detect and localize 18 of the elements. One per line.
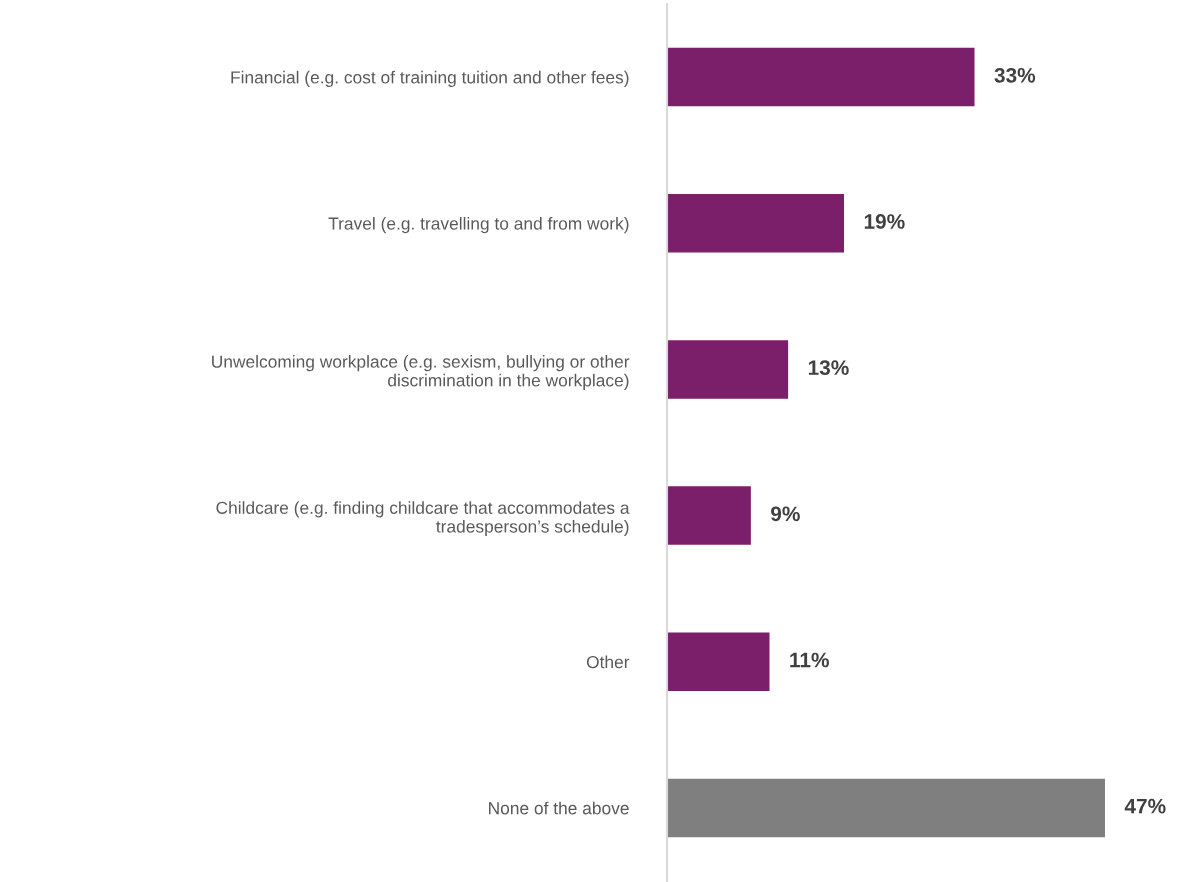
data-label: 33% [994, 67, 1036, 83]
data-label: 11% [790, 652, 829, 668]
y-tick-label: Childcare (e.g. finding childcare that accommodates a tradesperson’s schedule) [216, 501, 630, 537]
bar [667, 486, 751, 545]
data-label: 13% [808, 360, 849, 376]
bar [667, 632, 770, 691]
y-tick-label: Unwelcoming workplace (e.g. sexism, bullying or other discrimination in the workplace) [212, 355, 630, 390]
data-label: 47% [1124, 798, 1166, 814]
y-tick-label: None of the above [489, 801, 629, 815]
bar [667, 47, 975, 107]
data-label: 9% [771, 506, 800, 522]
bar [667, 778, 1105, 838]
y-tick-label: Travel (e.g. travelling to and from work) [328, 216, 629, 234]
y-tick-label: Financial (e.g. cost of training tuition and other fees) [231, 70, 629, 87]
bar [667, 340, 789, 399]
y-tick-label: Other [586, 655, 630, 669]
data-label: 19% [864, 214, 905, 229]
bar [667, 194, 845, 253]
